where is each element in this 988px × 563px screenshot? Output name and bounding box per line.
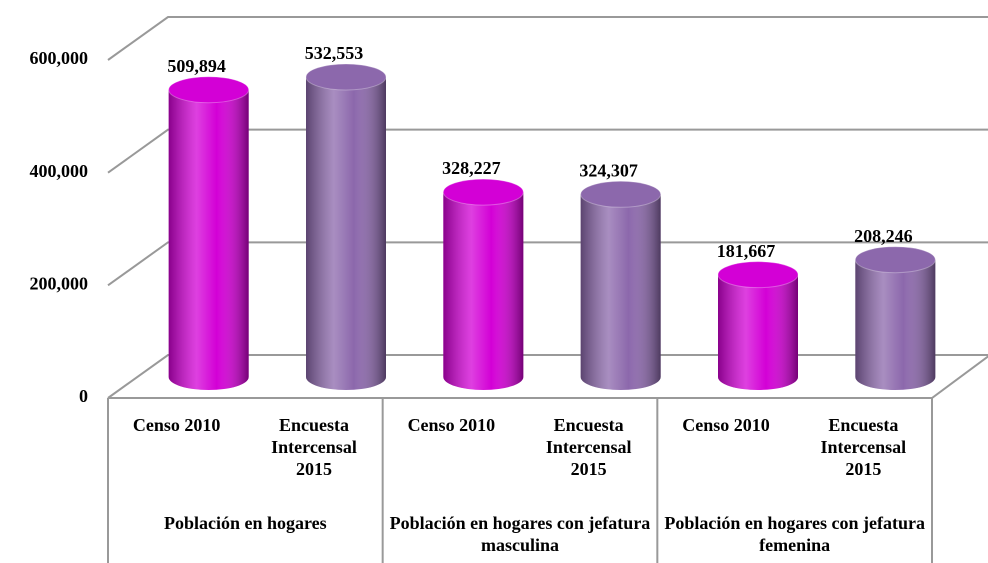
wall-edge <box>108 17 168 398</box>
y-tick-label: 600,000 <box>30 48 89 68</box>
value-label: 181,667 <box>717 241 776 261</box>
value-label: 328,227 <box>442 158 501 178</box>
x-tick-label: Censo 2010 <box>407 415 496 435</box>
x-tick-label: Censo 2010 <box>682 415 770 435</box>
grid-line <box>107 128 988 174</box>
value-label: 532,553 <box>305 43 364 63</box>
x-tick-label: Censo 2010 <box>132 415 221 435</box>
grid-line <box>107 241 988 287</box>
bar-top <box>442 178 524 206</box>
group-label: Población en hogares <box>163 513 327 533</box>
bar-top <box>717 261 799 289</box>
bar-top <box>580 180 662 208</box>
bar-top <box>168 76 250 104</box>
bar-shade <box>443 192 524 390</box>
x-tick-label: Encuesta Intercensal 2015 <box>820 415 907 479</box>
bar-shade <box>718 274 798 390</box>
group-label: Población en hogares con jefatura femeni… <box>664 513 925 555</box>
floor <box>107 354 988 399</box>
bar-shade <box>855 259 936 391</box>
y-tick-label: 0 <box>79 386 88 406</box>
bar-top <box>854 246 936 274</box>
x-tick-label: Encuesta Intercensal 2015 <box>271 415 357 479</box>
value-label: 208,246 <box>854 226 913 246</box>
bar-shade <box>580 194 661 391</box>
value-label: 324,307 <box>579 160 638 180</box>
bar-shade <box>168 89 249 391</box>
y-tick-label: 400,000 <box>30 161 89 181</box>
bar-shade <box>306 76 386 390</box>
group-label: Población en hogares con jefatura mascul… <box>389 513 651 555</box>
bar-top <box>305 63 387 91</box>
grid-line <box>107 16 988 61</box>
x-tick-label: Encuesta Intercensal 2015 <box>545 415 632 479</box>
value-label: 509,894 <box>167 56 226 76</box>
y-tick-label: 200,000 <box>30 273 89 293</box>
